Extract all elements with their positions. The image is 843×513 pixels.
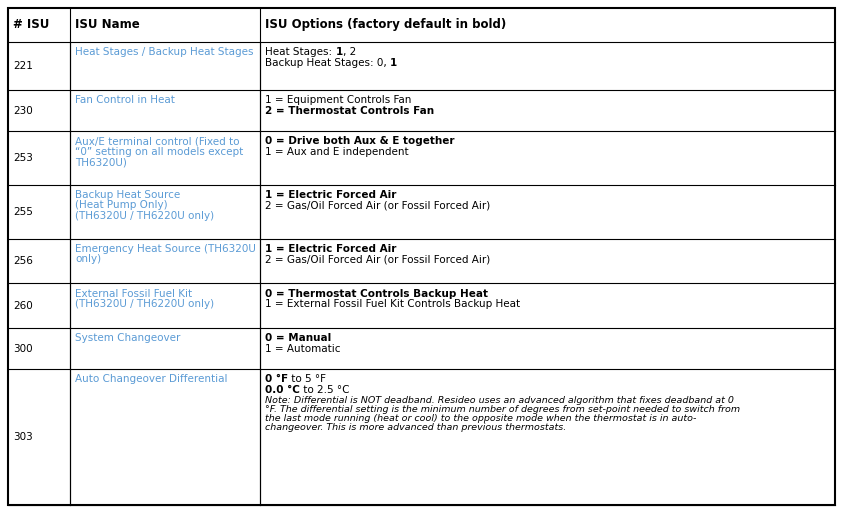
Text: 253: 253 xyxy=(13,153,33,163)
Text: 1 = Automatic: 1 = Automatic xyxy=(266,344,341,354)
Text: Heat Stages:: Heat Stages: xyxy=(266,47,336,57)
Text: 2 = Gas/Oil Forced Air (or Fossil Forced Air): 2 = Gas/Oil Forced Air (or Fossil Forced… xyxy=(266,254,491,264)
Text: 1 = Electric Forced Air: 1 = Electric Forced Air xyxy=(266,190,396,200)
Text: Fan Control in Heat: Fan Control in Heat xyxy=(75,95,175,105)
Text: 1 = Equipment Controls Fan: 1 = Equipment Controls Fan xyxy=(266,95,411,105)
Text: Note: Differential is NOT deadband. Resideo uses an advanced algorithm that fixe: Note: Differential is NOT deadband. Resi… xyxy=(266,396,734,405)
Text: 260: 260 xyxy=(13,301,33,311)
Text: 1 = Electric Forced Air: 1 = Electric Forced Air xyxy=(266,244,396,254)
Text: the last mode running (heat or cool) to the opposite mode when the thermostat is: the last mode running (heat or cool) to … xyxy=(266,414,696,423)
Text: to 2.5 °C: to 2.5 °C xyxy=(300,385,350,395)
Text: External Fossil Fuel Kit: External Fossil Fuel Kit xyxy=(75,289,192,299)
Text: (TH6320U / TH6220U only): (TH6320U / TH6220U only) xyxy=(75,211,214,221)
Text: 0 = Drive both Aux & E together: 0 = Drive both Aux & E together xyxy=(266,136,454,146)
Text: 221: 221 xyxy=(13,61,33,71)
Text: Heat Stages / Backup Heat Stages: Heat Stages / Backup Heat Stages xyxy=(75,47,254,57)
Text: 1: 1 xyxy=(336,47,343,57)
Text: 230: 230 xyxy=(13,106,33,115)
Text: 255: 255 xyxy=(13,207,33,216)
Text: 0 = Manual: 0 = Manual xyxy=(266,333,331,343)
Text: Backup Heat Stages: 0,: Backup Heat Stages: 0, xyxy=(266,57,390,68)
Text: “0” setting on all models except: “0” setting on all models except xyxy=(75,147,244,156)
Text: only): only) xyxy=(75,254,101,264)
Text: 1 = External Fossil Fuel Kit Controls Backup Heat: 1 = External Fossil Fuel Kit Controls Ba… xyxy=(266,299,520,309)
Text: (TH6320U / TH6220U only): (TH6320U / TH6220U only) xyxy=(75,299,214,309)
Text: 0 = Thermostat Controls Backup Heat: 0 = Thermostat Controls Backup Heat xyxy=(266,289,488,299)
Text: , 2: , 2 xyxy=(343,47,356,57)
Text: to 5 °F: to 5 °F xyxy=(288,374,326,384)
Text: 1: 1 xyxy=(390,57,398,68)
Text: # ISU: # ISU xyxy=(13,18,50,31)
Text: TH6320U): TH6320U) xyxy=(75,157,127,167)
Text: Backup Heat Source: Backup Heat Source xyxy=(75,190,180,200)
Text: System Changeover: System Changeover xyxy=(75,333,180,343)
Text: 0.0 °C: 0.0 °C xyxy=(266,385,300,395)
Text: (Heat Pump Only): (Heat Pump Only) xyxy=(75,201,168,210)
Text: 1 = Aux and E independent: 1 = Aux and E independent xyxy=(266,147,409,156)
Text: 2 = Gas/Oil Forced Air (or Fossil Forced Air): 2 = Gas/Oil Forced Air (or Fossil Forced… xyxy=(266,201,491,210)
Text: ISU Name: ISU Name xyxy=(75,18,140,31)
Text: 303: 303 xyxy=(13,432,33,442)
Text: °F. The differential setting is the minimum number of degrees from set-point nee: °F. The differential setting is the mini… xyxy=(266,405,740,414)
Text: 256: 256 xyxy=(13,256,33,266)
Text: 2 = Thermostat Controls Fan: 2 = Thermostat Controls Fan xyxy=(266,106,434,116)
Text: Aux/E terminal control (Fixed to: Aux/E terminal control (Fixed to xyxy=(75,136,239,146)
Text: 0 °F: 0 °F xyxy=(266,374,288,384)
Text: Auto Changeover Differential: Auto Changeover Differential xyxy=(75,374,228,384)
Text: Emergency Heat Source (TH6320U: Emergency Heat Source (TH6320U xyxy=(75,244,256,254)
Text: changeover. This is more advanced than previous thermostats.: changeover. This is more advanced than p… xyxy=(266,423,566,432)
Text: 300: 300 xyxy=(13,344,33,353)
Text: ISU Options (factory default in bold): ISU Options (factory default in bold) xyxy=(266,18,507,31)
